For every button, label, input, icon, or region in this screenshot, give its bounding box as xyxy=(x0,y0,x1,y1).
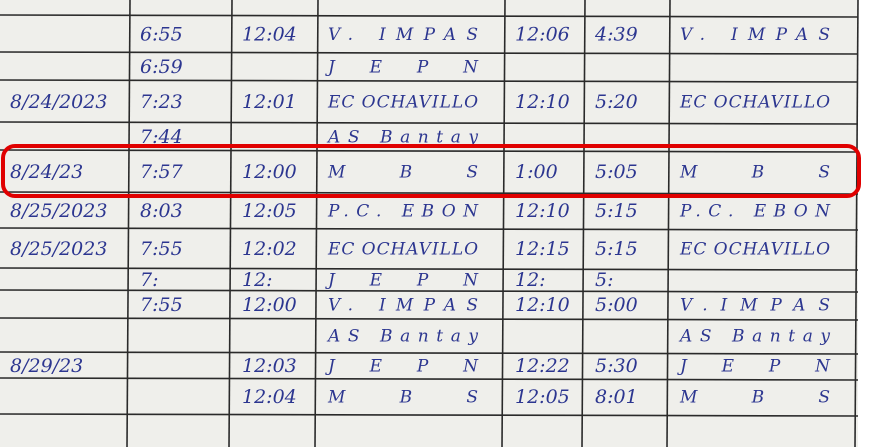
cell-text: 12:03 xyxy=(242,355,297,377)
cell-text: 5:15 xyxy=(595,238,638,260)
row-line xyxy=(0,79,859,83)
signature: EC OCHAVILLO xyxy=(327,93,478,113)
cell-text: 12:04 xyxy=(242,386,297,408)
row-line xyxy=(0,377,859,381)
row-line xyxy=(0,191,859,195)
row-line xyxy=(0,267,859,271)
row-line xyxy=(0,149,859,153)
column-line xyxy=(666,0,671,447)
signature: AS Bantay xyxy=(326,327,478,347)
signature: V. IMPAS xyxy=(680,25,830,45)
column-line xyxy=(126,0,131,447)
cell-text: 7:57 xyxy=(140,161,184,183)
column-line xyxy=(501,0,506,447)
row-line xyxy=(0,413,859,417)
column-line xyxy=(854,0,859,447)
cell-text: 12:04 xyxy=(242,24,297,46)
cell-text: 12:10 xyxy=(515,91,570,113)
cell-text: 12:10 xyxy=(515,294,570,316)
cell-text: 8:03 xyxy=(140,200,183,222)
signature: EC OCHAVILLO xyxy=(679,240,830,260)
row-line xyxy=(0,121,859,125)
cell-text: 12: xyxy=(515,269,546,291)
signature: EC OCHAVILLO xyxy=(327,240,478,260)
signature: V. IMPAS xyxy=(328,25,478,45)
cell-text: 12:10 xyxy=(515,200,570,222)
cell-text: 6:55 xyxy=(140,24,183,46)
row-line xyxy=(0,317,859,321)
signature: AS Bantay xyxy=(678,327,830,347)
cell-text: 6:59 xyxy=(140,56,183,78)
cell-text: 7:23 xyxy=(140,91,183,113)
cell-text: 12:06 xyxy=(515,24,570,46)
cell-text: 12:00 xyxy=(242,161,297,183)
cell-text: 12:02 xyxy=(242,238,297,260)
cell-text: 12:05 xyxy=(242,200,297,222)
cell-text: 8/25/2023 xyxy=(10,200,107,222)
cell-text: 8/25/2023 xyxy=(10,238,107,260)
row-line xyxy=(0,351,859,355)
row-line xyxy=(0,51,859,55)
cell-text: 5:20 xyxy=(595,91,638,113)
cell-text: 12: xyxy=(242,269,273,291)
cell-text: 12:15 xyxy=(515,238,570,260)
signature: EC OCHAVILLO xyxy=(679,93,830,113)
paper-edge xyxy=(858,0,877,447)
cell-text: 8/24/23 xyxy=(10,161,83,183)
signature: V. IMPAS xyxy=(328,296,478,316)
row-line xyxy=(0,289,859,293)
cell-text: 12:05 xyxy=(515,386,570,408)
cell-text: 8:01 xyxy=(595,386,638,408)
cell-text: 7:44 xyxy=(140,126,183,148)
cell-text: 12:00 xyxy=(242,294,297,316)
cell-text: 4:39 xyxy=(594,24,638,46)
cell-text: 5:15 xyxy=(595,200,638,222)
cell-text: 7:55 xyxy=(140,294,183,316)
column-line xyxy=(314,0,319,447)
cell-text: 8/29/23 xyxy=(10,355,83,377)
cell-text: 8/24/2023 xyxy=(10,91,107,113)
cell-text: 7:55 xyxy=(140,238,183,260)
highlight-box xyxy=(1,144,861,198)
cell-text: 1:00 xyxy=(515,161,558,183)
cell-text: 12:22 xyxy=(515,355,570,377)
column-line xyxy=(228,0,233,447)
signature: P.C. EBON xyxy=(679,202,831,222)
row-line xyxy=(0,14,859,18)
cell-text: 5:05 xyxy=(595,161,638,183)
signature: P.C. EBON xyxy=(327,202,479,222)
cell-text: 7: xyxy=(140,269,159,291)
row-line xyxy=(0,227,859,231)
column-line xyxy=(581,0,586,447)
cell-text: 5: xyxy=(595,269,614,291)
cell-text: 5:00 xyxy=(595,294,638,316)
cell-text: 5:30 xyxy=(595,355,638,377)
cell-text: 12:01 xyxy=(242,91,297,113)
